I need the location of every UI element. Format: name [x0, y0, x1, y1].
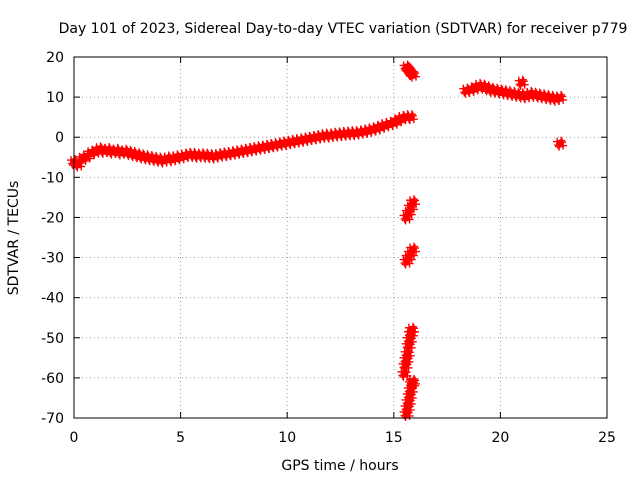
grid	[74, 57, 607, 418]
y-tick-label: 0	[55, 130, 64, 146]
y-tick-label: 20	[46, 50, 64, 66]
plot-frame	[73, 56, 608, 419]
x-ticks: 0 5 10 15 20 25	[70, 57, 616, 446]
y-tick-label: -30	[41, 251, 64, 267]
x-tick-label: 10	[278, 430, 296, 446]
data-point	[405, 374, 420, 389]
data-point	[553, 136, 568, 151]
x-tick-label: 5	[176, 430, 185, 446]
x-tick-label: 20	[491, 430, 509, 446]
y-tick-label: -60	[41, 371, 64, 387]
data-point	[405, 195, 420, 210]
y-tick-label: -50	[41, 331, 64, 347]
y-tick-label: 10	[46, 90, 64, 106]
data-point	[553, 90, 568, 105]
y-ticks: -70 -60 -50 -40 -30 -20 -10 0 10 20	[41, 50, 607, 427]
data-point	[405, 242, 420, 257]
y-tick-label: -10	[41, 170, 64, 186]
data-point	[514, 75, 529, 90]
data-point	[403, 110, 418, 125]
data-points	[67, 60, 568, 421]
data-point	[404, 322, 419, 337]
y-tick-label: -70	[41, 411, 64, 427]
y-axis-label: SDTVAR / TECUs	[6, 181, 22, 296]
chart-title: Day 101 of 2023, Sidereal Day-to-day VTE…	[59, 21, 628, 37]
y-tick-label: -20	[41, 210, 64, 226]
x-tick-label: 15	[385, 430, 403, 446]
data-point	[405, 67, 420, 82]
x-tick-label: 0	[70, 430, 79, 446]
x-axis-label: GPS time / hours	[281, 458, 398, 474]
x-tick-label: 25	[598, 430, 616, 446]
y-tick-label: -40	[41, 291, 64, 307]
